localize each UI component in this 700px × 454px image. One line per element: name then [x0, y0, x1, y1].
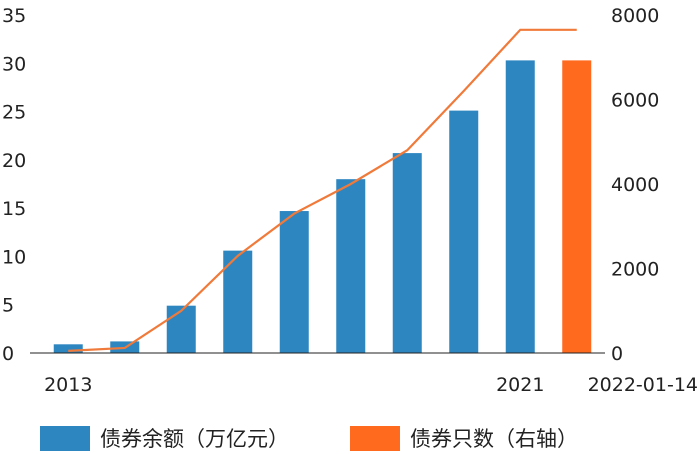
left-axis-ticks: 0 5 10 15 20 25 30 35 [2, 5, 26, 365]
right-tick-8000: 8000 [611, 5, 659, 27]
bar-2022-01-14 [562, 60, 592, 353]
right-axis-ticks: 0 2000 4000 6000 8000 [611, 5, 659, 365]
bar-2019 [392, 153, 422, 353]
bar-2015 [166, 305, 196, 353]
left-tick-0: 0 [2, 343, 14, 365]
x-tick-2022-01-14: 2022-01-14 [588, 374, 698, 396]
bar-2017 [279, 211, 309, 353]
legend: 债券余额（万亿元） 债券只数（右轴） [40, 426, 578, 451]
right-tick-4000: 4000 [611, 174, 659, 196]
x-tick-2013: 2013 [44, 374, 92, 396]
left-tick-20: 20 [2, 150, 26, 172]
count-line [68, 28, 577, 352]
bars-group [53, 60, 592, 353]
x-axis-ticks: 2013 2021 2022-01-14 [44, 374, 698, 396]
x-tick-2021: 2021 [496, 374, 544, 396]
legend-swatch-balance [40, 426, 90, 451]
left-tick-30: 30 [2, 53, 26, 75]
left-tick-35: 35 [2, 5, 26, 27]
right-tick-2000: 2000 [611, 259, 659, 281]
left-tick-10: 10 [2, 246, 26, 268]
bar-2021 [505, 60, 535, 353]
right-tick-6000: 6000 [611, 90, 659, 112]
left-tick-15: 15 [2, 198, 26, 220]
legend-label-count: 债券只数（右轴） [410, 427, 578, 451]
left-tick-25: 25 [2, 102, 26, 124]
bar-2013 [53, 344, 83, 353]
bar-2018 [336, 179, 366, 353]
left-tick-5: 5 [2, 295, 14, 317]
legend-swatch-count [350, 426, 400, 451]
legend-label-balance: 债券余额（万亿元） [100, 427, 289, 451]
right-tick-0: 0 [611, 343, 623, 365]
bar-2016 [223, 250, 253, 353]
bar-2020 [449, 110, 479, 353]
